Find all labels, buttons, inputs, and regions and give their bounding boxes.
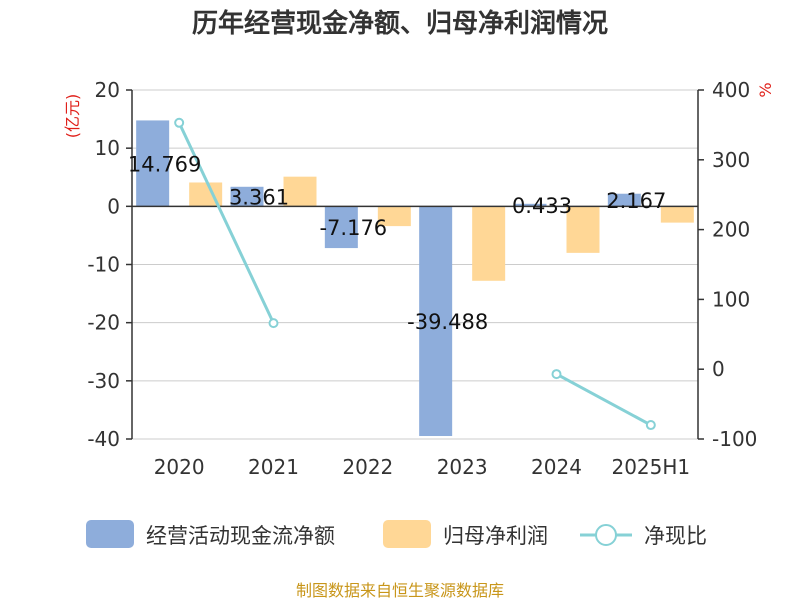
cashflow-data-label: 0.433 bbox=[512, 194, 572, 218]
cashflow-data-label: -7.176 bbox=[319, 216, 387, 240]
chart-title: 历年经营现金净额、归母净利润情况 bbox=[192, 8, 608, 39]
bars bbox=[136, 120, 694, 437]
right-tick-label: 200 bbox=[712, 218, 750, 242]
data-source-note: 制图数据来自恒生聚源数据库 bbox=[296, 581, 504, 600]
net-profit-bar bbox=[283, 176, 317, 207]
category-label: 2020 bbox=[154, 455, 205, 479]
net-profit-bar bbox=[377, 206, 411, 227]
grid-lines bbox=[132, 89, 698, 440]
ratio-point bbox=[551, 369, 562, 380]
cashflow-bar bbox=[324, 206, 358, 249]
legend-label-net-profit: 归母净利润 bbox=[443, 524, 548, 548]
cashflow-bar bbox=[230, 186, 264, 207]
legend-label-ratio: 净现比 bbox=[644, 524, 707, 548]
ratio-point bbox=[268, 318, 279, 329]
legend-swatch-net-profit bbox=[383, 520, 431, 548]
cashflow-bar bbox=[607, 193, 641, 207]
left-tick-label: -30 bbox=[87, 369, 120, 393]
ratio-point bbox=[174, 117, 185, 128]
left-tick-label: -10 bbox=[87, 253, 120, 277]
ratio-line bbox=[174, 117, 656, 431]
cashflow-bar bbox=[513, 203, 547, 207]
category-label: 2023 bbox=[437, 455, 488, 479]
right-tick-label: -100 bbox=[712, 427, 757, 451]
net-profit-bar bbox=[566, 206, 600, 253]
right-tick-label: 400 bbox=[712, 78, 750, 102]
net-profit-bar bbox=[472, 206, 506, 281]
right-tick-label: 300 bbox=[712, 148, 750, 172]
ratio-point bbox=[645, 420, 656, 431]
legend: 经营活动现金流净额 归母净利润 净现比 bbox=[86, 520, 707, 548]
cashflow-data-label: -39.488 bbox=[407, 310, 488, 334]
left-tick-label: 20 bbox=[95, 78, 120, 102]
cashflow-bar bbox=[419, 206, 453, 437]
category-label: 2021 bbox=[248, 455, 299, 479]
net-profit-bar bbox=[189, 182, 223, 207]
left-tick-label: 0 bbox=[107, 194, 120, 218]
cashflow-data-label: 14.769 bbox=[128, 152, 201, 176]
legend-swatch-cashflow bbox=[86, 520, 134, 548]
net-profit-bar bbox=[660, 206, 694, 223]
category-label: 2022 bbox=[342, 455, 393, 479]
legend-label-cashflow: 经营活动现金流净额 bbox=[146, 524, 335, 548]
cashflow-data-label: 2.167 bbox=[606, 189, 666, 213]
category-label: 2025H1 bbox=[611, 455, 690, 479]
category-label: 2024 bbox=[531, 455, 582, 479]
left-axis-unit: (亿元) bbox=[63, 94, 82, 139]
ratio-line-segment bbox=[177, 122, 275, 324]
right-axis-unit: % bbox=[756, 82, 775, 97]
left-tick-label: -20 bbox=[87, 311, 120, 335]
right-tick-label: 100 bbox=[712, 287, 750, 311]
cashflow-data-label: 3.361 bbox=[229, 186, 289, 210]
cashflow-bar bbox=[136, 120, 170, 207]
left-tick-label: -40 bbox=[87, 427, 120, 451]
axes: 20100-10-20-30-404003002001000-100(亿元)%2… bbox=[63, 78, 775, 479]
legend-marker-ratio bbox=[595, 524, 617, 546]
left-tick-label: 10 bbox=[95, 136, 120, 160]
data-labels: 14.769 3.361 -7.176 -39.488 0.433 2.167 bbox=[128, 152, 666, 334]
right-tick-label: 0 bbox=[712, 357, 725, 381]
ratio-line-segment bbox=[555, 372, 652, 427]
